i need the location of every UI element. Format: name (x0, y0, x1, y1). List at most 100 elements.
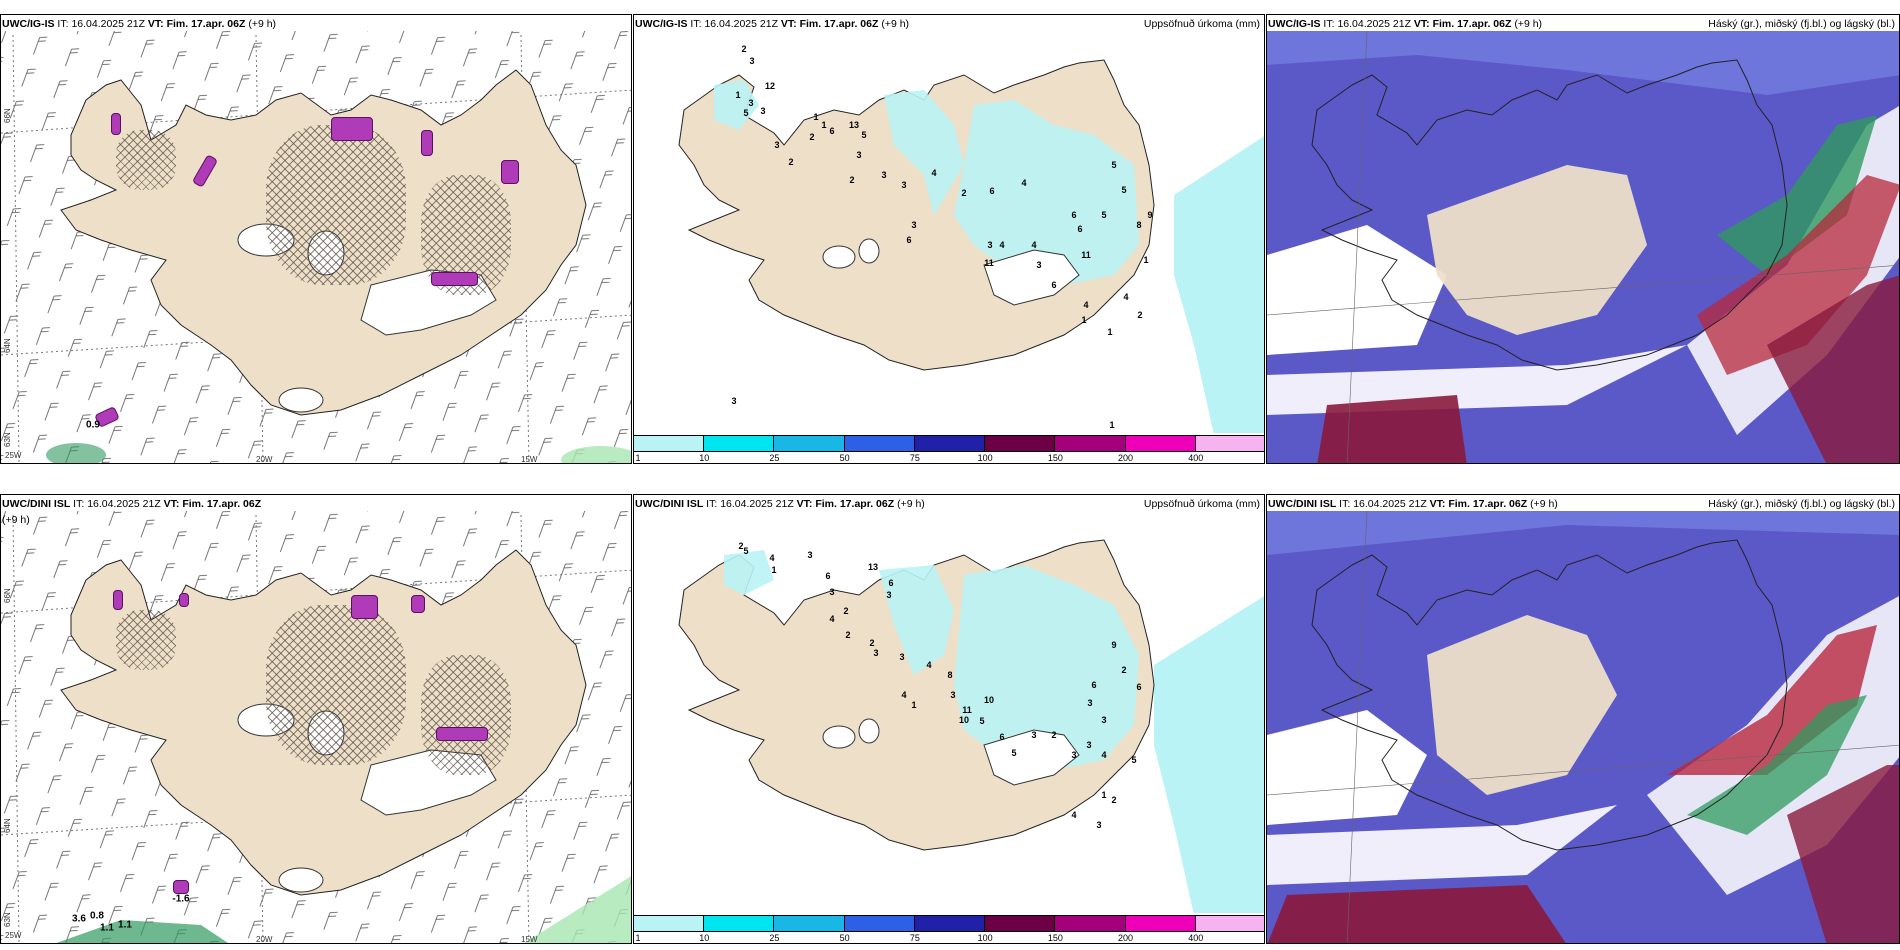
lat-label: 66N (3, 588, 12, 603)
lon-label: 20W (256, 935, 273, 944)
colorbar-swatch (1055, 435, 1126, 452)
precip-value: 1 (735, 90, 741, 100)
precip-value: 11 (984, 258, 994, 268)
precip-value: 8 (947, 670, 953, 680)
precip-value: 3 (829, 587, 835, 597)
colorbar-swatch (704, 915, 775, 932)
precip-value: 2 (845, 630, 851, 640)
precip-value: 4 (1021, 178, 1027, 188)
colorbar-swatch (1195, 435, 1264, 452)
precip-value: 3 (1071, 750, 1077, 760)
lat-label: 63N (3, 912, 12, 927)
wind-mark: 0.9 (86, 419, 100, 431)
precip-value: 12 (764, 81, 776, 91)
precip-value: 3 (899, 652, 905, 662)
precip-value: 4 (931, 168, 937, 178)
colorbar-swatch (1125, 915, 1196, 932)
precip-value: 2 (1111, 795, 1117, 805)
precip-value: 5 (979, 716, 985, 726)
precip-value: 3 (749, 56, 755, 66)
precip-value: 6 (989, 186, 995, 196)
precip-value: 3 (1036, 260, 1042, 270)
lon-label: 20W (256, 455, 273, 464)
colorbar-tick: 400 (1188, 453, 1204, 463)
cloud-map (1267, 30, 1899, 463)
colorbar-tick: 50 (839, 453, 850, 463)
wind-mark: 1.1 (100, 922, 114, 934)
wind-panel-top: UWC/IG-IS IT: 16.04.2025 21Z VT: Fim. 17… (0, 14, 632, 464)
precip-value: 5 (1131, 755, 1137, 765)
precip-value: 5 (743, 108, 749, 118)
precip-value: 10 (983, 695, 995, 705)
precip-value: 3 (987, 240, 993, 250)
precip-value: 5 (1111, 160, 1117, 170)
colorbar: 1 10 25 50 75 100 150 200 400 (634, 433, 1264, 463)
panel-header: UWC/DINI ISL IT: 16.04.2025 21Z VT: Fim.… (635, 498, 1260, 510)
wind-panel-bottom: UWC/DINI ISL IT: 16.04.2025 21Z VT: Fim.… (0, 494, 632, 944)
precip-value: 2 (1121, 665, 1127, 675)
colorbar-swatch (914, 435, 986, 452)
precip-value: 11 (962, 705, 972, 715)
colorbar-tick: 150 (1047, 933, 1063, 943)
colorbar-swatch (844, 915, 915, 932)
colorbar-swatch (844, 435, 915, 452)
precip-value: 13 (867, 562, 879, 572)
precip-value: 6 (1051, 280, 1057, 290)
colorbar-swatch (985, 915, 1056, 932)
colorbar-swatch (634, 915, 705, 932)
colorbar-tick: 1 (635, 933, 641, 943)
precip-value: 4 (1071, 810, 1077, 820)
precip-value: 3 (774, 140, 780, 150)
precip-value: 8 (1136, 220, 1142, 230)
precip-value: 3 (1086, 740, 1092, 750)
colorbar-tick: 150 (1047, 453, 1063, 463)
lat-label: 66N (3, 108, 12, 123)
precip-value: 5 (743, 546, 749, 556)
precip-value: 4 (999, 240, 1005, 250)
precip-value: 4 (1101, 750, 1107, 760)
precip-value: 2 (809, 132, 815, 142)
precip-value: 6 (1071, 210, 1077, 220)
precip-value: 3 (911, 220, 917, 230)
precip-value: 4 (769, 553, 775, 563)
precip-value: 1 (771, 565, 777, 575)
precip-value: 10 (958, 715, 970, 725)
precip-value: 2 (869, 638, 875, 648)
precip-value: 3 (731, 396, 737, 406)
lon-label: 15W (521, 455, 538, 464)
precip-value: 1 (911, 700, 917, 710)
precip-value: 1 (813, 112, 819, 122)
colorbar-swatch (634, 435, 705, 452)
precip-value: 4 (1031, 240, 1037, 250)
cloud-panel-bottom: UWC/DINI ISL IT: 16.04.2025 21Z VT: Fim.… (1266, 494, 1900, 944)
colorbar-swatch (1195, 915, 1264, 932)
colorbar-tick: 400 (1188, 933, 1204, 943)
precip-value: 4 (926, 660, 932, 670)
colorbar-tick: 75 (909, 933, 920, 943)
precip-value: 6 (999, 732, 1005, 742)
precip-value: 9 (1147, 210, 1153, 220)
colorbar-swatch (914, 915, 986, 932)
colorbar-tick: 200 (1118, 453, 1134, 463)
precip-value: 3 (886, 590, 892, 600)
precip-value: 2 (1137, 310, 1143, 320)
precip-value: 3 (1101, 715, 1107, 725)
precip-map (678, 59, 1264, 435)
colorbar-swatch (1125, 435, 1196, 452)
precip-value: 4 (829, 614, 835, 624)
precip-value: 13 (848, 120, 860, 130)
colorbar-tick: 10 (699, 933, 710, 943)
colorbar-tick: 25 (769, 933, 780, 943)
precip-value: 3 (901, 180, 907, 190)
precip-value: 3 (856, 150, 862, 160)
panel-header: UWC/DINI ISL IT: 16.04.2025 21Z VT: Fim.… (2, 498, 262, 526)
precip-value: 3 (873, 648, 879, 658)
precip-map (678, 539, 1264, 915)
precip-value: 3 (881, 170, 887, 180)
lon-label: 25W (5, 451, 22, 460)
cloud-map (1267, 510, 1899, 943)
wind-mark: 3.6 (72, 913, 86, 925)
panel-header: UWC/IG-IS IT: 16.04.2025 21Z VT: Fim. 17… (2, 18, 277, 30)
wind-mark: -1.6 (172, 893, 190, 905)
precip-value: 5 (1121, 185, 1127, 195)
